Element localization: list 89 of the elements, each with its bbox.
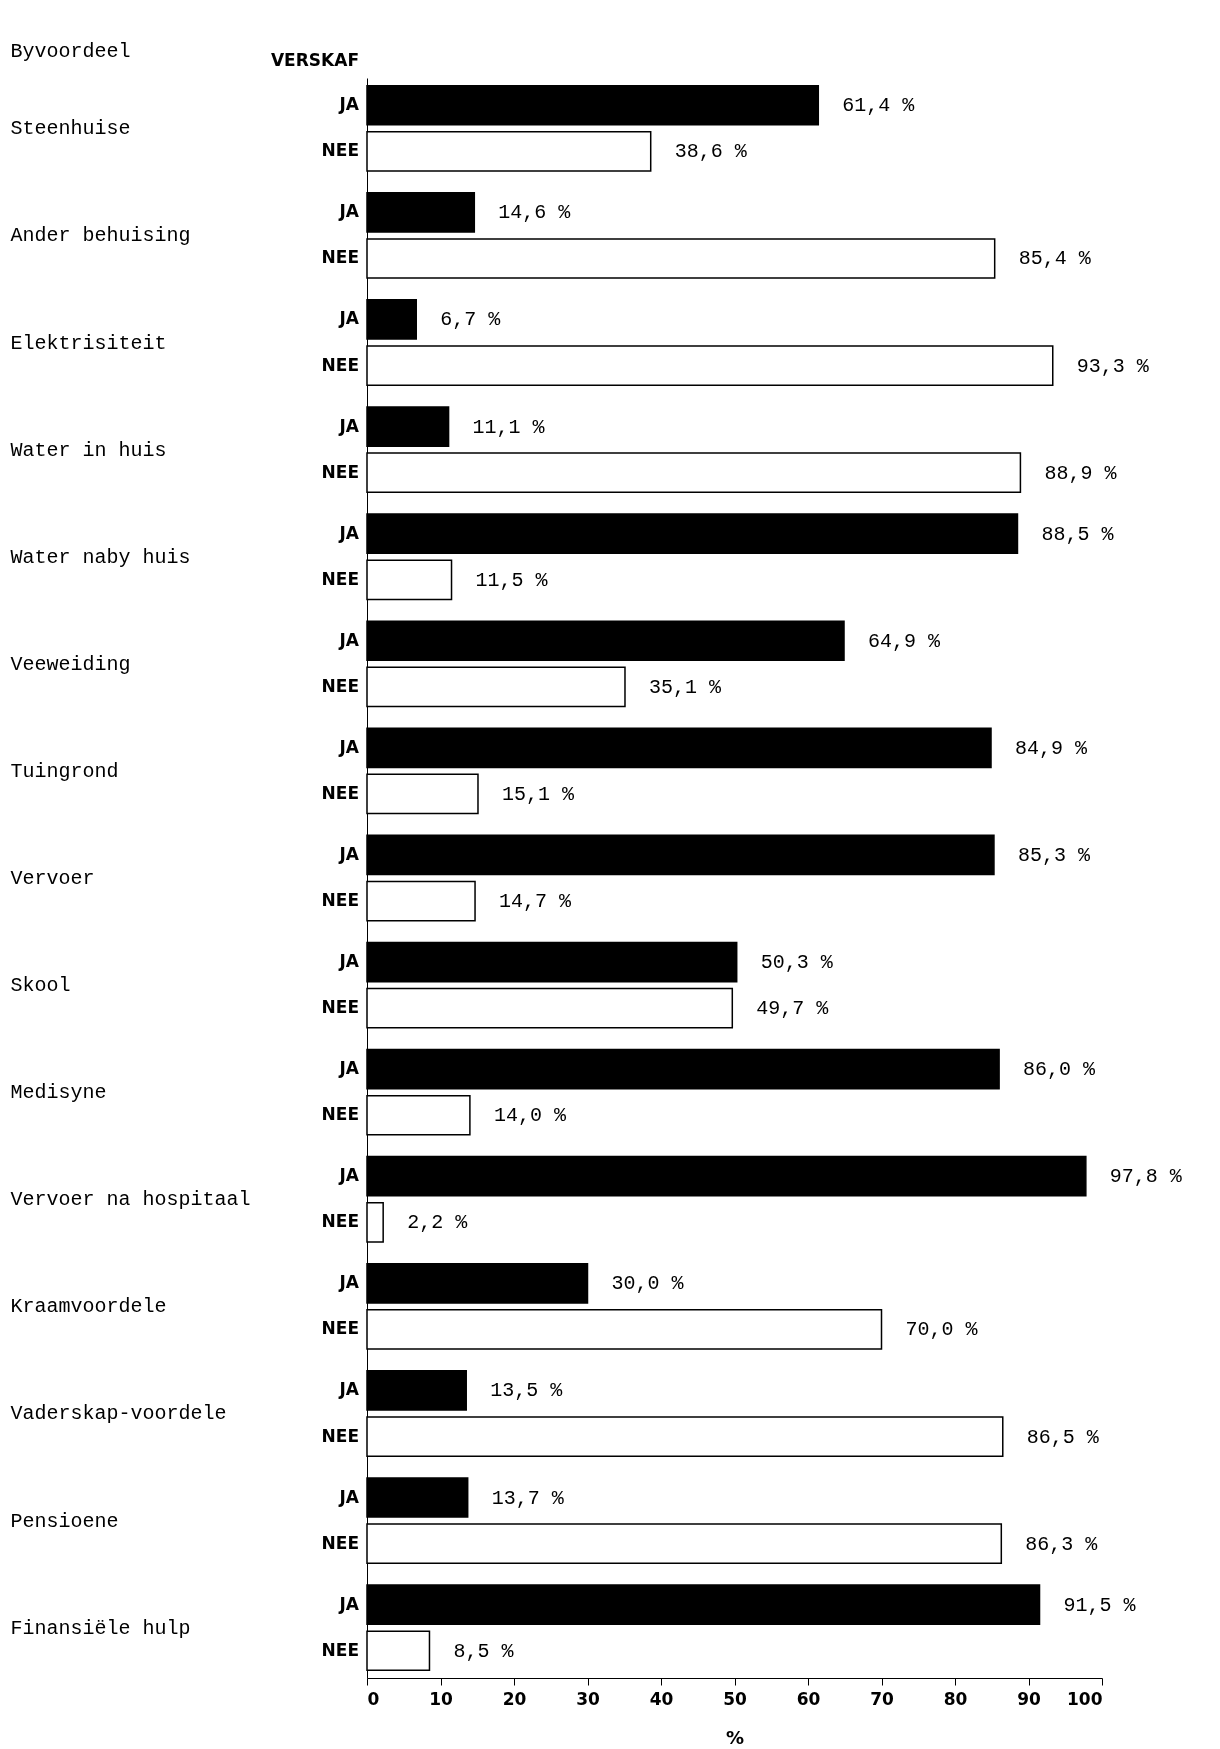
x-tick-label: 20 bbox=[502, 1688, 527, 1709]
y-tick-label: Ander behuising bbox=[10, 224, 191, 248]
data-label: 64,9 % bbox=[868, 629, 942, 653]
x-tick-label: 100 bbox=[1067, 1688, 1103, 1709]
y-tick-label: Elektrisiteit bbox=[10, 331, 167, 355]
text: JA bbox=[339, 415, 359, 436]
y-tick-label: Tuingrond bbox=[10, 759, 119, 783]
x-tick-label: 50 bbox=[723, 1688, 747, 1709]
series-label: NEE bbox=[321, 140, 359, 161]
data-label: 70,0 % bbox=[905, 1318, 979, 1342]
text: NEE bbox=[321, 1532, 359, 1553]
x-tick-label: 80 bbox=[943, 1688, 968, 1709]
data-label: 14,0 % bbox=[493, 1104, 567, 1128]
data-label: 15,1 % bbox=[501, 782, 575, 806]
y-tick-label: Water in huis bbox=[10, 438, 167, 462]
data-label: 35,1 % bbox=[648, 675, 722, 699]
data-label: 84,9 % bbox=[1015, 736, 1089, 760]
text: JA bbox=[339, 1272, 359, 1293]
data-label: 50,3 % bbox=[760, 951, 834, 975]
data-label: 6,7 % bbox=[440, 308, 502, 332]
data-label: 11,5 % bbox=[475, 568, 549, 592]
y-tick-label: Vaderskap-voordele bbox=[10, 1402, 227, 1426]
y-tick-label: Kraamvoordele bbox=[10, 1295, 167, 1319]
data-label: 14,7 % bbox=[499, 890, 573, 914]
x-tick-label: 90 bbox=[1017, 1688, 1041, 1709]
text: JA bbox=[339, 1593, 359, 1614]
text: JA bbox=[339, 951, 359, 972]
y-tick-label: Vervoer bbox=[10, 867, 95, 890]
text: NEE bbox=[321, 890, 359, 911]
x-axis-title: % bbox=[725, 1726, 745, 1748]
data-label: 61,4 % bbox=[842, 94, 916, 118]
text: NEE bbox=[321, 1318, 359, 1339]
text: NEE bbox=[321, 1104, 359, 1125]
y-tick-label: Medisyne bbox=[10, 1081, 107, 1105]
x-tick-label: 70 bbox=[870, 1688, 894, 1709]
x-tick-label: 30 bbox=[576, 1688, 600, 1709]
y-tick-label: Steenhuise bbox=[10, 117, 131, 141]
x-tick-label: 10 bbox=[429, 1688, 453, 1709]
data-label: 85,4 % bbox=[1018, 247, 1092, 271]
text: JA bbox=[339, 1379, 359, 1400]
text: JA bbox=[339, 201, 359, 222]
text: NEE bbox=[321, 354, 359, 375]
data-label: 30,0 % bbox=[611, 1272, 685, 1296]
y-tick-label: Pensioene bbox=[10, 1509, 119, 1533]
legend-title: VERSKAF bbox=[270, 50, 359, 70]
data-label: 88,5 % bbox=[1041, 522, 1115, 546]
data-label: 11,1 % bbox=[472, 415, 546, 439]
data-label: 49,7 % bbox=[756, 997, 830, 1021]
data-label: 13,7 % bbox=[491, 1486, 565, 1510]
y-tick-label: Finansiële hulp bbox=[10, 1616, 191, 1640]
text: NEE bbox=[321, 1425, 359, 1446]
data-label: 86,3 % bbox=[1025, 1532, 1099, 1556]
data-label: 93,3 % bbox=[1076, 354, 1150, 378]
data-label: 91,5 % bbox=[1063, 1593, 1137, 1617]
y-axis-title: Byvoordeel bbox=[10, 39, 131, 63]
text: NEE bbox=[321, 782, 359, 803]
text: JA bbox=[339, 843, 359, 864]
data-label: 2,2 % bbox=[407, 1211, 469, 1235]
text: NEE bbox=[321, 568, 359, 589]
data-label: 85,3 % bbox=[1017, 843, 1091, 867]
data-label: 86,0 % bbox=[1023, 1058, 1097, 1082]
data-label: 14,6 % bbox=[498, 201, 572, 225]
data-label: 8,5 % bbox=[453, 1639, 515, 1663]
x-tick-label: 40 bbox=[649, 1688, 674, 1709]
text: JA bbox=[339, 1058, 359, 1079]
x-tick-label: 60 bbox=[796, 1688, 821, 1709]
data-label: 38,6 % bbox=[674, 140, 748, 164]
text: JA bbox=[339, 629, 359, 650]
series-label: JA bbox=[338, 94, 360, 115]
y-tick-label: Vervoer na hospitaal bbox=[10, 1188, 251, 1212]
text: NEE bbox=[321, 997, 359, 1018]
text: NEE bbox=[321, 1211, 359, 1232]
text: JA bbox=[339, 1165, 359, 1186]
y-tick-label: Water naby huis bbox=[10, 545, 191, 569]
text: NEE bbox=[321, 247, 359, 268]
text: JA bbox=[339, 522, 359, 543]
y-tick-label: Skool bbox=[10, 974, 71, 998]
text: JA bbox=[339, 736, 359, 757]
data-label: 97,8 % bbox=[1109, 1165, 1183, 1189]
y-tick-label: Veeweiding bbox=[10, 652, 131, 676]
text: NEE bbox=[321, 461, 359, 482]
text: NEE bbox=[321, 675, 359, 696]
text: JA bbox=[339, 1486, 359, 1507]
x-tick-label: 0 bbox=[367, 1688, 380, 1709]
data-label: 86,5 % bbox=[1026, 1425, 1100, 1449]
data-label: 88,9 % bbox=[1044, 461, 1118, 485]
data-label: 13,5 % bbox=[490, 1379, 564, 1403]
text: NEE bbox=[321, 1639, 359, 1660]
text: JA bbox=[339, 308, 359, 329]
